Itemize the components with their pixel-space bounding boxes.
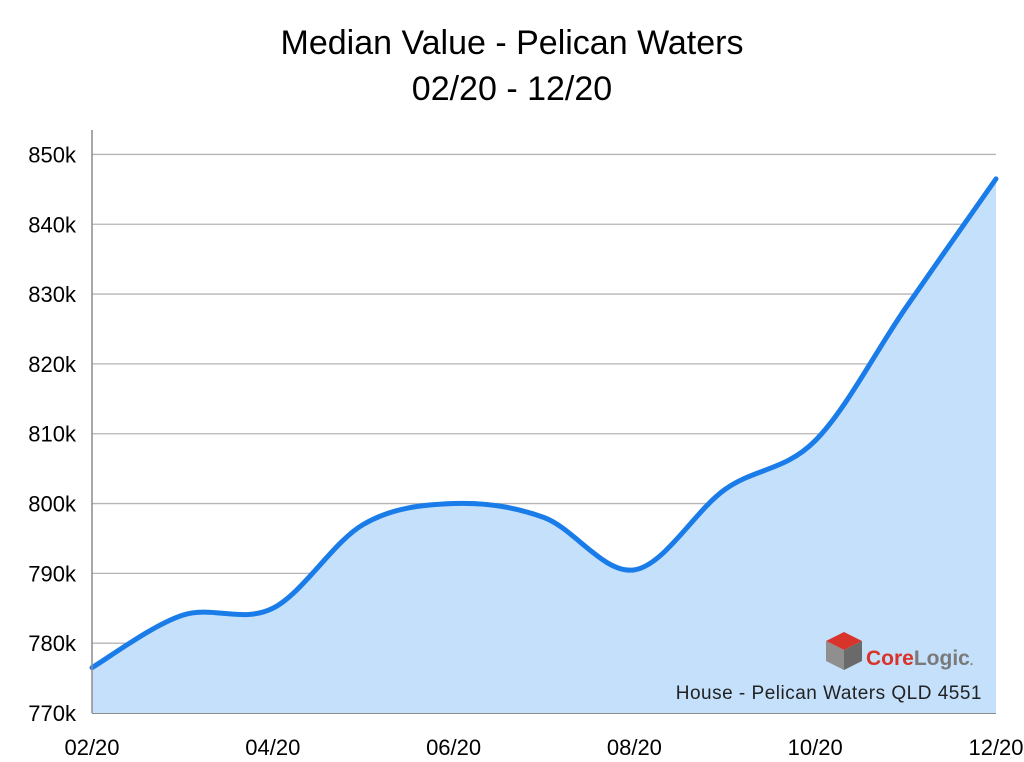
chart-caption: House - Pelican Waters QLD 4551 — [676, 683, 982, 704]
area-fill — [92, 178, 996, 713]
corelogic-wordmark: CoreLogic. — [866, 647, 973, 670]
y-tick-label: 800k — [28, 492, 77, 517]
y-tick-label: 780k — [28, 631, 77, 656]
x-tick-label: 08/20 — [607, 735, 662, 760]
x-tick-label: 10/20 — [788, 735, 843, 760]
chart-subtitle: 02/20 - 12/20 — [412, 70, 612, 108]
x-tick-label: 02/20 — [64, 735, 119, 760]
x-tick-label: 12/20 — [968, 735, 1023, 760]
x-axis-ticks: 02/20 04/20 06/20 08/20 10/20 12/20 — [64, 735, 1023, 760]
corelogic-cube-icon — [826, 632, 862, 670]
y-tick-label: 840k — [28, 212, 77, 237]
series-line — [89, 176, 999, 671]
y-tick-label: 820k — [28, 352, 77, 377]
y-tick-label: 770k — [28, 701, 77, 726]
y-axis-ticks: 770k 780k 790k 800k 810k 820k 830k 840k 850k — [28, 142, 77, 726]
y-tick-label: 790k — [28, 561, 77, 586]
x-tick-label: 04/20 — [245, 735, 300, 760]
y-tick-label: 850k — [28, 142, 77, 167]
x-tick-label: 06/20 — [426, 735, 481, 760]
y-tick-label: 810k — [28, 422, 77, 447]
chart-title: Median Value - Pelican Waters — [281, 24, 744, 62]
y-tick-label: 830k — [28, 282, 77, 307]
corelogic-logo: CoreLogic. — [826, 632, 973, 670]
